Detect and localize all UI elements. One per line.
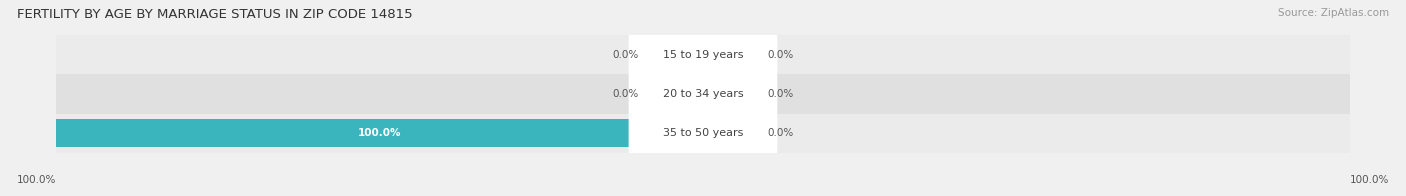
Text: Source: ZipAtlas.com: Source: ZipAtlas.com <box>1278 8 1389 18</box>
FancyBboxPatch shape <box>628 63 778 126</box>
Bar <box>651 41 703 69</box>
Text: 100.0%: 100.0% <box>359 128 401 138</box>
Text: 0.0%: 0.0% <box>768 50 794 60</box>
FancyBboxPatch shape <box>628 102 778 165</box>
Text: 35 to 50 years: 35 to 50 years <box>662 128 744 138</box>
Text: 0.0%: 0.0% <box>612 89 638 99</box>
Text: FERTILITY BY AGE BY MARRIAGE STATUS IN ZIP CODE 14815: FERTILITY BY AGE BY MARRIAGE STATUS IN Z… <box>17 8 412 21</box>
Bar <box>56 74 1350 114</box>
Legend: Married, Unmarried: Married, Unmarried <box>621 192 785 196</box>
Text: 0.0%: 0.0% <box>612 50 638 60</box>
Bar <box>703 80 755 108</box>
Text: 0.0%: 0.0% <box>768 89 794 99</box>
Bar <box>56 35 1350 74</box>
Text: 100.0%: 100.0% <box>1350 175 1389 185</box>
Bar <box>651 80 703 108</box>
Text: 20 to 34 years: 20 to 34 years <box>662 89 744 99</box>
Text: 100.0%: 100.0% <box>17 175 56 185</box>
Bar <box>703 119 755 147</box>
FancyBboxPatch shape <box>628 23 778 86</box>
Bar <box>703 41 755 69</box>
Bar <box>56 114 1350 153</box>
Text: 0.0%: 0.0% <box>768 128 794 138</box>
Bar <box>56 119 703 147</box>
Text: 15 to 19 years: 15 to 19 years <box>662 50 744 60</box>
